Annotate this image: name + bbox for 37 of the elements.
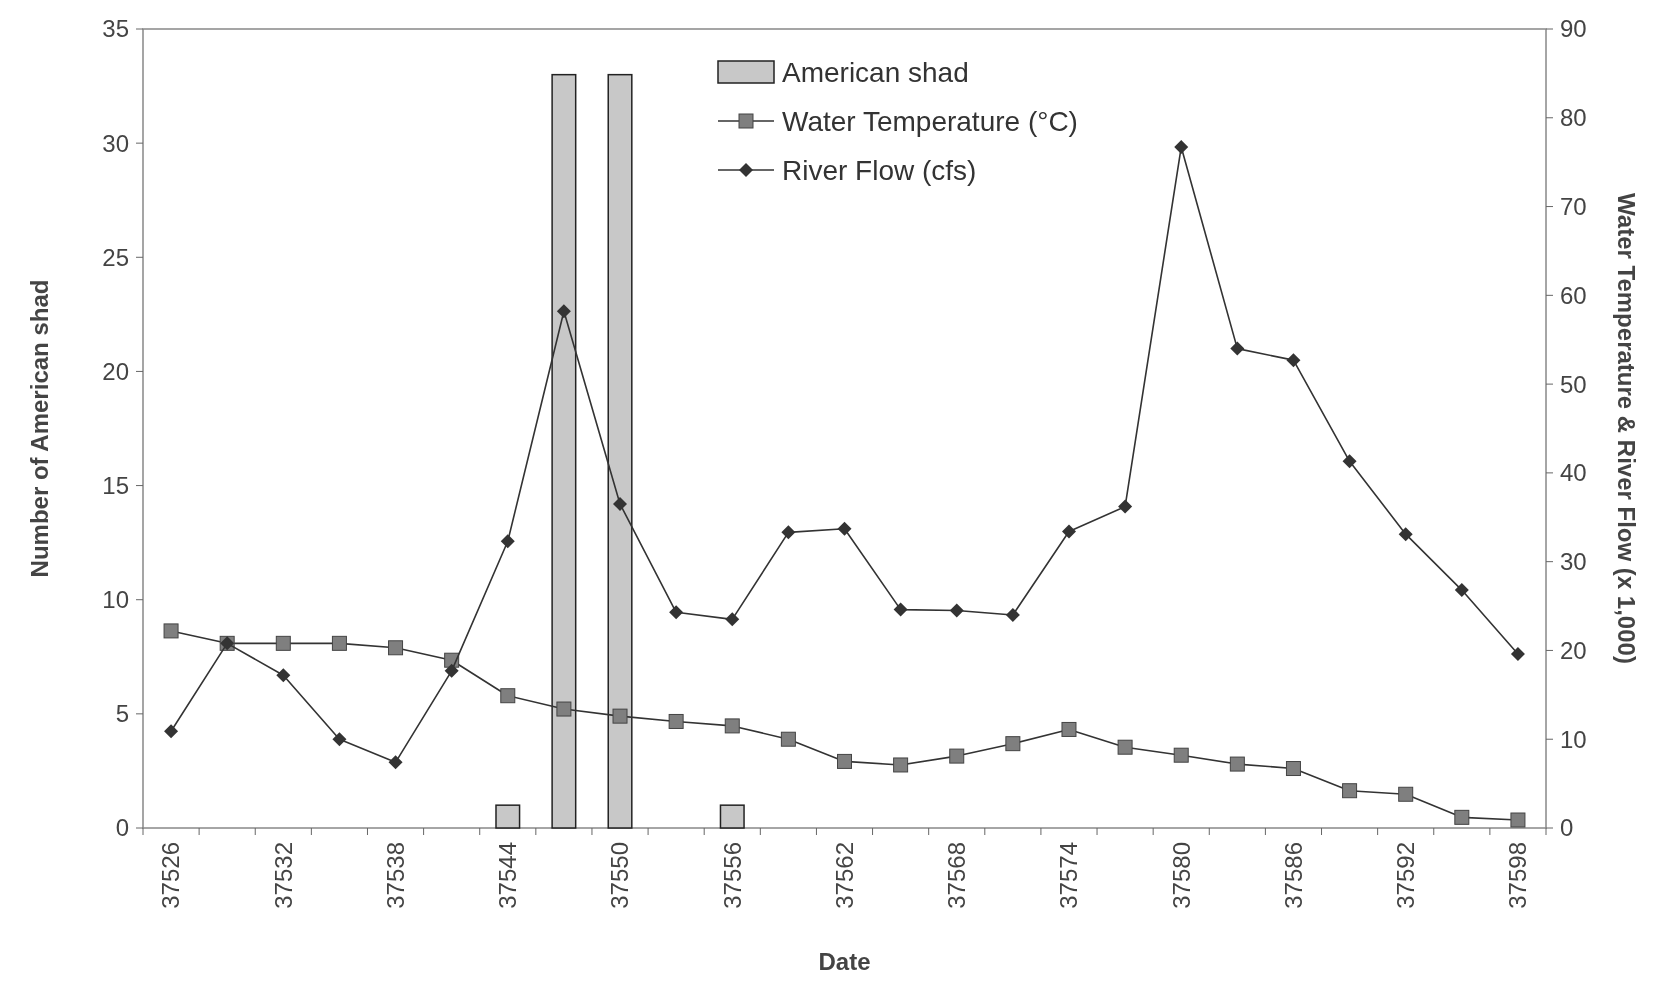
y-tick-label: 10 — [102, 586, 129, 614]
x-tick-label: 37526 — [157, 842, 185, 909]
y-tick-label: 5 — [115, 700, 129, 728]
y2-axis-title: Water Temperature & River Flow (x 1,000) — [1613, 193, 1640, 664]
y2-tick-label: 20 — [1560, 636, 1587, 664]
x-tick-label: 37532 — [269, 842, 297, 909]
y2-tick-label: 40 — [1560, 459, 1587, 487]
x-tick-label: 37586 — [1279, 842, 1307, 909]
y2-tick-label: 30 — [1560, 548, 1587, 576]
y2-tick-label: 60 — [1560, 281, 1587, 309]
legend-label: Water Temperature (°C) — [782, 105, 1078, 137]
x-tick-label: 37550 — [606, 842, 634, 909]
y2-tick-label: 0 — [1560, 814, 1574, 842]
x-tick-label: 37538 — [381, 842, 409, 909]
x-tick-label: 37556 — [718, 842, 746, 909]
y-tick-label: 35 — [102, 15, 129, 43]
x-tick-label: 37580 — [1167, 842, 1195, 909]
y-tick-label: 30 — [102, 129, 129, 157]
x-tick-label: 37544 — [494, 842, 522, 909]
y2-tick-label: 90 — [1560, 15, 1587, 43]
x-tick-label: 37568 — [943, 842, 971, 909]
y-tick-label: 20 — [102, 357, 129, 385]
x-tick-label: 37562 — [830, 842, 858, 909]
x-tick-label: 37598 — [1504, 842, 1532, 909]
y2-tick-label: 10 — [1560, 725, 1587, 753]
y2-tick-label: 50 — [1560, 370, 1587, 398]
x-tick-label: 37592 — [1392, 842, 1420, 909]
y-tick-label: 0 — [115, 814, 129, 842]
y-tick-label: 25 — [102, 243, 129, 271]
legend-label: River Flow (cfs) — [782, 154, 977, 186]
x-tick-label: 37574 — [1055, 842, 1083, 909]
x-axis-title: Date — [818, 948, 871, 975]
legend-label: American shad — [782, 56, 969, 88]
y-axis-title: Number of American shad — [26, 279, 53, 578]
y2-tick-label: 80 — [1560, 104, 1587, 132]
y-tick-label: 15 — [102, 471, 129, 499]
y2-tick-label: 70 — [1560, 192, 1587, 220]
